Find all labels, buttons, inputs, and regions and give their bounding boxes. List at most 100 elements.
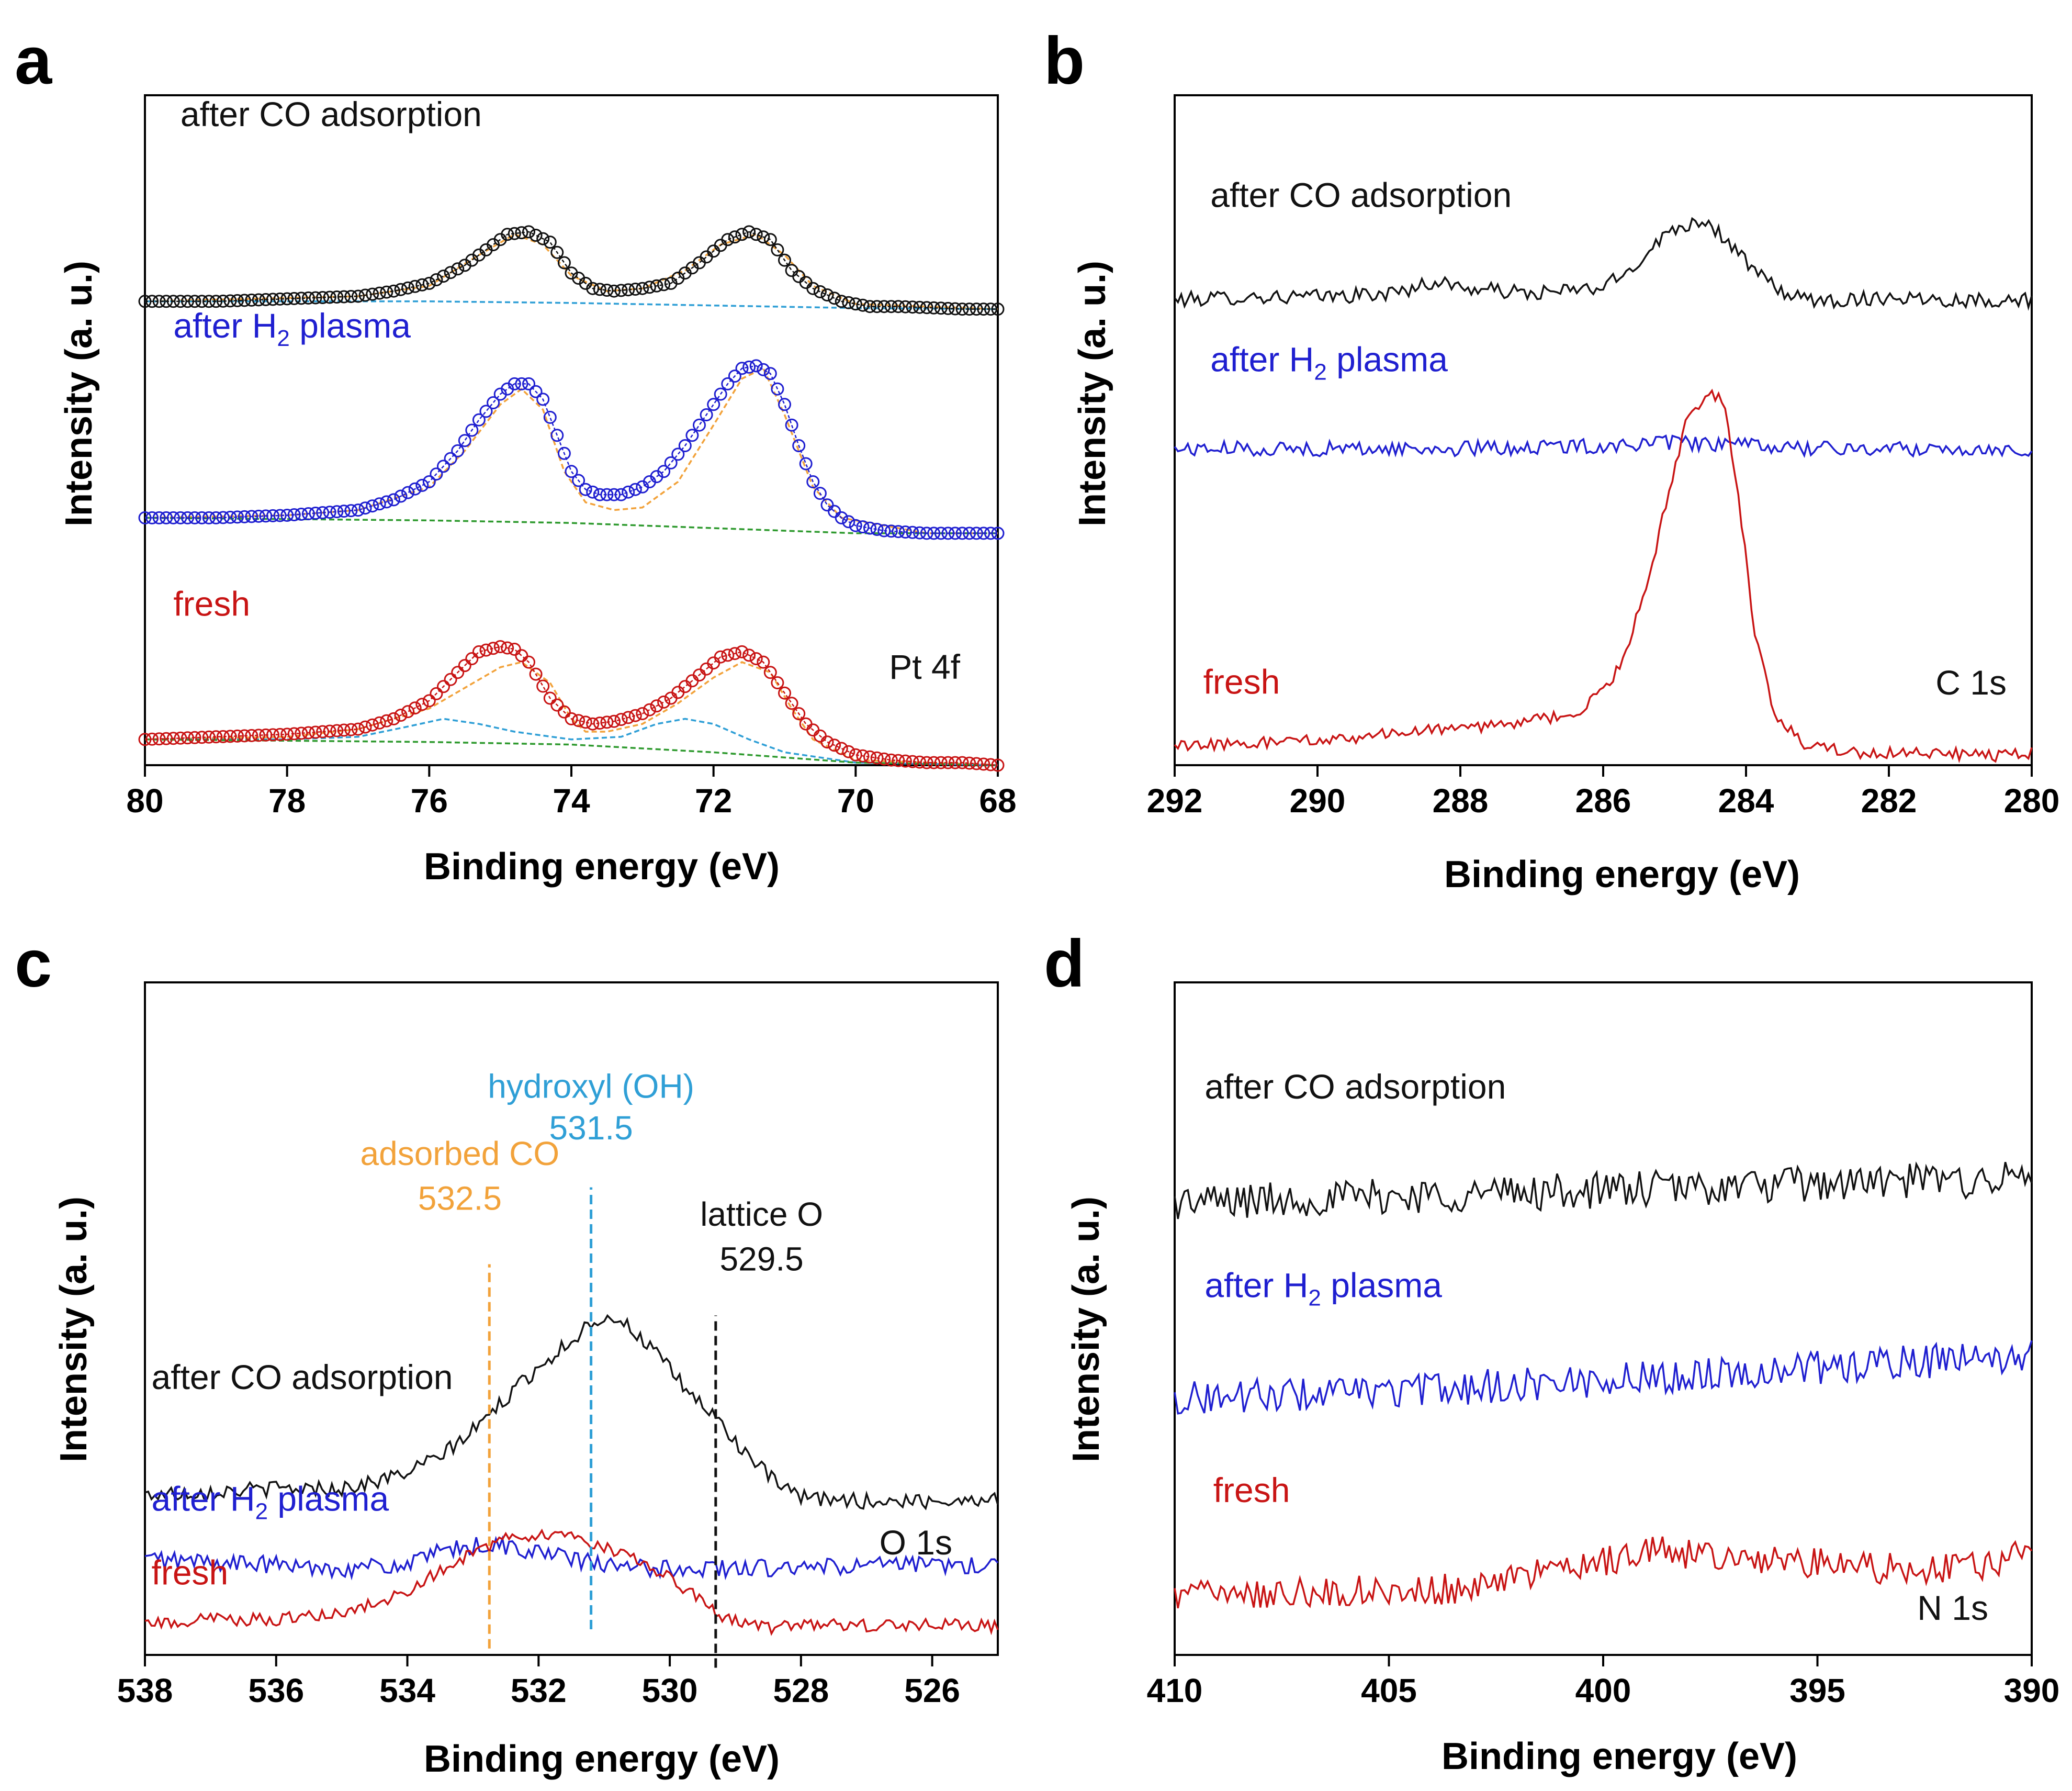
x-tick-label: 538 bbox=[117, 1672, 173, 1709]
data-point bbox=[849, 748, 862, 762]
data-point bbox=[415, 278, 429, 292]
data-point bbox=[557, 705, 571, 719]
data-point bbox=[863, 521, 876, 535]
data-point bbox=[501, 641, 514, 655]
data-point bbox=[721, 233, 735, 247]
x-tick-label: 80 bbox=[126, 782, 163, 820]
data-point bbox=[522, 225, 535, 239]
panel-d-xlabel: Binding energy (eV) bbox=[1442, 1736, 1797, 1777]
data-point bbox=[820, 288, 834, 301]
data-point bbox=[728, 370, 741, 383]
data-point bbox=[394, 709, 408, 722]
data-point bbox=[970, 527, 983, 540]
hydroxyl-value: 531.5 bbox=[549, 1109, 633, 1147]
data-point bbox=[451, 444, 465, 457]
data-point bbox=[352, 722, 365, 736]
x-tick-label: 532 bbox=[511, 1672, 567, 1709]
data-point bbox=[806, 475, 820, 488]
panel-b-xlabel: Binding energy (eV) bbox=[1444, 854, 1800, 896]
data-point bbox=[536, 679, 550, 693]
data-point bbox=[593, 717, 606, 730]
data-point bbox=[366, 499, 379, 513]
data-point bbox=[437, 460, 450, 473]
data-point bbox=[252, 509, 265, 523]
data-point bbox=[657, 465, 671, 478]
data-point bbox=[984, 758, 997, 771]
data-point bbox=[813, 285, 827, 298]
fit-component-line bbox=[144, 367, 998, 534]
data-point bbox=[529, 229, 543, 242]
panel-a-frame bbox=[144, 94, 999, 766]
data-point bbox=[856, 298, 870, 312]
data-point bbox=[444, 266, 457, 279]
data-point bbox=[352, 289, 365, 303]
panel-b-corner-label: C 1s bbox=[1935, 663, 2007, 702]
data-point bbox=[657, 695, 671, 709]
data-point bbox=[557, 256, 571, 270]
panel-b-plot: 292 290 288 286 284 282 280 after CO adsorption… bbox=[1147, 94, 2060, 820]
data-point bbox=[536, 393, 550, 406]
data-point bbox=[422, 276, 436, 290]
data-point bbox=[863, 750, 876, 764]
data-point bbox=[493, 640, 507, 653]
panel-b-ylabel: Intensity (a. u.) bbox=[1072, 261, 1113, 527]
data-point bbox=[763, 367, 777, 380]
series-label: fresh bbox=[173, 584, 250, 623]
data-point bbox=[422, 694, 436, 708]
x-tick-label: 72 bbox=[695, 782, 732, 820]
panel-c-frame bbox=[144, 981, 999, 1656]
panel-a-plot: 80 78 76 74 72 70 68 after CO adsorption after H… bbox=[126, 94, 1017, 820]
data-point bbox=[828, 505, 841, 518]
data-point bbox=[586, 717, 600, 731]
data-point bbox=[842, 296, 855, 309]
data-point bbox=[835, 295, 848, 308]
data-point bbox=[856, 749, 870, 763]
fit-component-line bbox=[144, 738, 998, 766]
panel-d-plot: 410 405 400 395 390 after CO adsorption after … bbox=[1147, 981, 2060, 1709]
data-point bbox=[536, 232, 550, 245]
data-point bbox=[515, 649, 528, 663]
data-point bbox=[394, 489, 408, 503]
panel-d-ylabel: Intensity (a. u.) bbox=[1065, 1196, 1107, 1462]
x-tick-label: 286 bbox=[1575, 782, 1631, 820]
data-point bbox=[422, 475, 436, 488]
data-point bbox=[415, 478, 429, 492]
data-point bbox=[565, 465, 578, 478]
data-point bbox=[458, 434, 471, 447]
data-point bbox=[778, 686, 791, 700]
data-point bbox=[828, 738, 841, 752]
data-point bbox=[529, 667, 543, 681]
data-point bbox=[949, 302, 962, 316]
series-label: after CO adsorption bbox=[152, 1358, 453, 1396]
fit-component-line bbox=[144, 233, 998, 310]
data-point bbox=[401, 486, 415, 499]
data-point bbox=[856, 520, 870, 534]
lattice-o-value: 529.5 bbox=[720, 1240, 804, 1278]
data-point bbox=[849, 297, 862, 311]
data-point bbox=[330, 724, 344, 737]
data-point bbox=[742, 225, 756, 239]
data-point bbox=[444, 673, 457, 686]
fit-component-line bbox=[144, 517, 998, 534]
x-tick-label: 526 bbox=[904, 1672, 960, 1709]
panel-c-corner-label: O 1s bbox=[880, 1523, 952, 1562]
data-point bbox=[735, 362, 749, 375]
x-tick-label: 288 bbox=[1433, 782, 1489, 820]
data-point bbox=[771, 382, 784, 396]
x-tick-label: 536 bbox=[248, 1672, 304, 1709]
panel-b: b Intensity (a. u.) Binding energy (eV) … bbox=[1044, 24, 2059, 896]
data-point bbox=[806, 282, 820, 295]
panel-a: a Intensity (a. u.) Binding energy (eV) … bbox=[15, 24, 1017, 888]
data-point bbox=[252, 729, 265, 742]
data-point bbox=[877, 752, 891, 766]
lattice-o-label: lattice O bbox=[700, 1195, 823, 1233]
data-point bbox=[295, 292, 308, 305]
panel-d-letter: d bbox=[1044, 926, 1085, 1001]
x-tick-label: 390 bbox=[2004, 1672, 2060, 1709]
data-point bbox=[842, 745, 855, 758]
data-point bbox=[572, 714, 585, 727]
series-blue-markers bbox=[138, 359, 1005, 540]
panel-c-letter: c bbox=[15, 926, 52, 1001]
x-tick-label: 280 bbox=[2004, 782, 2060, 820]
